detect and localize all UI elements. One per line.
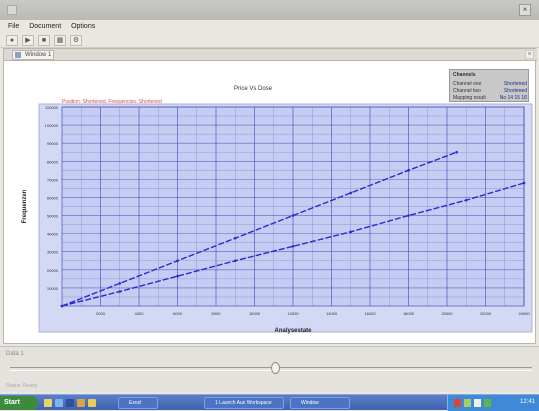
x-tick-label: 8000 xyxy=(212,311,222,316)
menu-bar: File Document Options xyxy=(0,20,539,33)
x-tick-label: 16000 xyxy=(364,311,376,316)
bottom-panel-label: Data 1 xyxy=(6,351,24,357)
browser-icon[interactable] xyxy=(55,399,63,407)
x-tick-label: 14000 xyxy=(326,311,338,316)
x-tick-label: 12000 xyxy=(287,311,299,316)
settings-icon[interactable]: ⚙ xyxy=(70,35,82,46)
tab-window-1[interactable]: Window 1 xyxy=(12,50,54,60)
series-point xyxy=(291,245,295,248)
menu-options[interactable]: Options xyxy=(71,23,96,30)
y-tick-label: 40000 xyxy=(47,232,59,237)
channel-key: Mapping result xyxy=(453,95,486,101)
series-point xyxy=(349,230,353,234)
channel-value: No 14 15 16 xyxy=(499,95,527,101)
tab-close-icon[interactable]: × xyxy=(525,50,534,59)
channel-value: Shortened xyxy=(503,88,527,94)
series-point xyxy=(522,181,526,185)
y-tick-label: 10000 xyxy=(47,286,59,291)
update-icon[interactable] xyxy=(484,399,491,407)
x-tick-label: 10000 xyxy=(249,311,261,316)
channel-info-row: Channel two Shortened xyxy=(453,88,527,94)
grid-icon[interactable]: ▦ xyxy=(54,35,66,46)
series-point xyxy=(118,282,122,285)
series-point xyxy=(455,150,458,154)
document-icon xyxy=(15,52,21,58)
x-axis-label: Analysestate xyxy=(274,328,312,334)
channel-key: Channel one xyxy=(453,81,482,87)
taskbar: Start Excel 1 Launch Aux Workspace Windo… xyxy=(0,394,539,411)
clock: 12:41 xyxy=(519,399,535,405)
series-line xyxy=(61,182,525,307)
series-point xyxy=(118,290,122,293)
task-launch[interactable]: 1 Launch Aux Workspace xyxy=(204,397,284,409)
system-tray: 12:41 xyxy=(447,395,539,411)
channel-info-box: Channels Channel one Shortened Channel t… xyxy=(449,69,529,102)
series-point xyxy=(233,259,237,263)
volume-icon[interactable] xyxy=(474,399,481,407)
bottom-panel: Data 1 Status: Ready xyxy=(0,346,539,392)
task-excel[interactable]: Excel xyxy=(118,397,158,409)
stop-icon[interactable]: ■ xyxy=(38,35,50,46)
y-tick-label: 20000 xyxy=(47,268,59,273)
record-icon[interactable]: ● xyxy=(6,35,18,46)
status-text: Status: Ready xyxy=(6,383,38,389)
y-tick-label: 90000 xyxy=(47,141,59,146)
close-button[interactable]: × xyxy=(519,4,531,16)
y-tick-label: 60000 xyxy=(47,195,59,200)
y-tick-label: 70000 xyxy=(47,177,59,182)
series-point xyxy=(176,274,179,278)
channel-info-row: Channel one Shortened xyxy=(453,81,527,87)
series-line xyxy=(61,151,457,307)
play-icon[interactable]: ▶ xyxy=(22,35,34,46)
document-panel: Window 1 × Channels Channel one Shortene… xyxy=(3,48,537,344)
channel-info-heading: Channels xyxy=(453,72,476,78)
x-tick-label: 22000 xyxy=(480,311,492,316)
chart-svg: 10000 20000 30000 40000 50000 60000 70000 80000… xyxy=(22,103,533,334)
chart-subtitle: Position: Shortened, Frequencies: Shorte… xyxy=(62,99,162,105)
folder-icon[interactable] xyxy=(88,399,96,407)
x-tick-label: 4000 xyxy=(135,311,145,316)
x-tick-label: 24000 xyxy=(518,311,530,316)
x-tick-label: 6000 xyxy=(173,311,183,316)
x-tick-label: 2000 xyxy=(96,311,106,316)
start-button[interactable]: Start xyxy=(0,396,38,410)
series-point xyxy=(349,191,353,195)
y-tick-label: 110000 xyxy=(45,105,59,110)
channel-key: Channel two xyxy=(453,88,481,94)
y-axis-label: Frequenzen xyxy=(22,189,28,223)
menu-document[interactable]: Document xyxy=(29,23,62,30)
series-point xyxy=(291,214,295,217)
network-icon[interactable] xyxy=(464,399,471,407)
task-window[interactable]: Window xyxy=(290,397,350,409)
title-bar[interactable]: × xyxy=(0,0,539,20)
y-tick-label: 80000 xyxy=(47,159,59,164)
series-point xyxy=(464,198,468,202)
series-point xyxy=(407,214,410,217)
y-tick-label: 100000 xyxy=(45,123,59,128)
document-tab-bar: Window 1 × xyxy=(4,49,537,61)
antivirus-icon[interactable] xyxy=(454,399,461,407)
x-tick-label: 20000 xyxy=(441,311,453,316)
chart-title: Price Vs Dose xyxy=(234,86,273,92)
channel-info-row: Mapping result No 14 15 16 xyxy=(453,95,527,101)
tab-label: Window 1 xyxy=(25,52,52,58)
y-tick-label: 50000 xyxy=(47,214,59,219)
series-point xyxy=(233,236,237,240)
menu-file[interactable]: File xyxy=(8,23,20,30)
mail-icon[interactable] xyxy=(77,399,85,407)
app-icon xyxy=(7,5,17,15)
folder-icon[interactable] xyxy=(44,399,52,407)
series-point xyxy=(176,259,179,263)
slider-thumb[interactable] xyxy=(271,362,280,374)
toolbar: ● ▶ ■ ▦ ⚙ xyxy=(0,33,539,48)
y-tick-label: 30000 xyxy=(47,250,59,255)
x-tick-label: 18000 xyxy=(403,311,415,316)
app-icon[interactable] xyxy=(66,399,74,407)
channel-value: Shortened xyxy=(503,81,527,87)
series-point xyxy=(407,169,410,172)
series-point xyxy=(60,304,64,308)
